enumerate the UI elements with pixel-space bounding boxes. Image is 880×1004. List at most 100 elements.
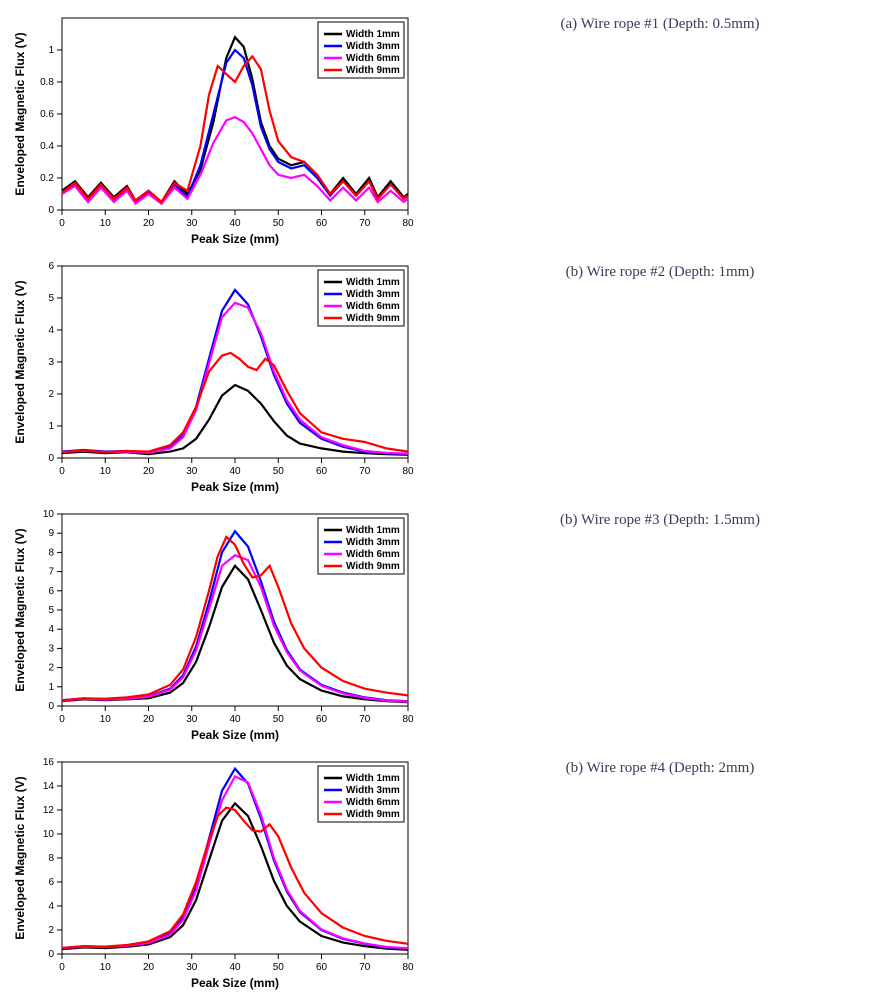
legend-item-3: Width 9mm bbox=[346, 561, 400, 572]
svg-text:4: 4 bbox=[48, 901, 54, 912]
legend-item-2: Width 6mm bbox=[346, 53, 400, 64]
x-axis-label: Peak Size (mm) bbox=[191, 728, 279, 742]
legend-item-0: Width 1mm bbox=[346, 525, 400, 536]
svg-text:10: 10 bbox=[100, 466, 112, 477]
svg-text:40: 40 bbox=[229, 466, 241, 477]
legend-item-0: Width 1mm bbox=[346, 29, 400, 40]
svg-text:2: 2 bbox=[48, 663, 54, 674]
svg-text:10: 10 bbox=[100, 714, 112, 725]
svg-text:0: 0 bbox=[59, 466, 65, 477]
legend-item-0: Width 1mm bbox=[346, 277, 400, 288]
svg-text:8: 8 bbox=[48, 853, 54, 864]
svg-text:16: 16 bbox=[43, 757, 55, 768]
svg-text:8: 8 bbox=[48, 547, 54, 558]
svg-text:30: 30 bbox=[186, 714, 198, 725]
svg-text:5: 5 bbox=[48, 605, 54, 616]
legend-item-3: Width 9mm bbox=[346, 313, 400, 324]
svg-text:20: 20 bbox=[143, 466, 155, 477]
svg-text:30: 30 bbox=[186, 466, 198, 477]
chart-cell-d: 010203040506070800246810121416Peak Size … bbox=[10, 754, 430, 994]
legend: Width 1mmWidth 3mmWidth 6mmWidth 9mm bbox=[318, 518, 404, 574]
svg-text:0: 0 bbox=[59, 714, 65, 725]
svg-text:60: 60 bbox=[316, 714, 328, 725]
svg-text:4: 4 bbox=[48, 624, 54, 635]
x-axis-label: Peak Size (mm) bbox=[191, 232, 279, 246]
svg-text:4: 4 bbox=[48, 325, 54, 336]
svg-text:70: 70 bbox=[359, 962, 371, 973]
legend-item-0: Width 1mm bbox=[346, 773, 400, 784]
svg-text:40: 40 bbox=[229, 962, 241, 973]
caption-c: (b) Wire rope #3 (Depth: 1.5mm) bbox=[450, 506, 870, 746]
svg-text:10: 10 bbox=[43, 509, 55, 520]
svg-text:60: 60 bbox=[316, 962, 328, 973]
svg-text:70: 70 bbox=[359, 218, 371, 229]
x-axis-label: Peak Size (mm) bbox=[191, 976, 279, 990]
legend-item-2: Width 6mm bbox=[346, 301, 400, 312]
svg-text:10: 10 bbox=[100, 962, 112, 973]
svg-text:5: 5 bbox=[48, 293, 54, 304]
svg-text:50: 50 bbox=[273, 714, 285, 725]
svg-text:0.4: 0.4 bbox=[40, 141, 54, 152]
legend-item-3: Width 9mm bbox=[346, 809, 400, 820]
svg-text:0: 0 bbox=[48, 949, 54, 960]
svg-text:0: 0 bbox=[48, 205, 54, 216]
svg-text:40: 40 bbox=[229, 714, 241, 725]
svg-text:0: 0 bbox=[48, 453, 54, 464]
chart-a: 0 10 20 30 40 50 60 70 80 0 0.2 0.4 0.6 0.8 1 Peak Size… bbox=[10, 10, 420, 250]
svg-text:1: 1 bbox=[48, 45, 54, 56]
svg-text:10: 10 bbox=[100, 218, 112, 229]
svg-text:40: 40 bbox=[229, 218, 241, 229]
svg-text:20: 20 bbox=[143, 218, 155, 229]
svg-text:80: 80 bbox=[402, 466, 414, 477]
legend-item-2: Width 6mm bbox=[346, 549, 400, 560]
svg-text:0: 0 bbox=[48, 701, 54, 712]
svg-text:14: 14 bbox=[43, 781, 55, 792]
svg-text:80: 80 bbox=[402, 962, 414, 973]
svg-text:0: 0 bbox=[59, 218, 65, 229]
svg-text:70: 70 bbox=[359, 466, 371, 477]
svg-text:70: 70 bbox=[359, 714, 371, 725]
svg-text:20: 20 bbox=[143, 714, 155, 725]
svg-text:30: 30 bbox=[186, 218, 198, 229]
svg-text:80: 80 bbox=[402, 218, 414, 229]
svg-text:50: 50 bbox=[273, 466, 285, 477]
svg-text:50: 50 bbox=[273, 218, 285, 229]
legend-item-1: Width 3mm bbox=[346, 41, 400, 52]
svg-text:60: 60 bbox=[316, 218, 328, 229]
svg-text:0.6: 0.6 bbox=[40, 109, 54, 120]
legend-item-3: Width 9mm bbox=[346, 65, 400, 76]
svg-text:6: 6 bbox=[48, 261, 54, 272]
chart-d: 010203040506070800246810121416Peak Size … bbox=[10, 754, 420, 994]
y-axis-label: Enveloped Magnetic Flux (V) bbox=[13, 280, 27, 443]
chart-b: 010203040506070800123456Peak Size (mm)En… bbox=[10, 258, 420, 498]
svg-text:9: 9 bbox=[48, 528, 54, 539]
legend-item-1: Width 3mm bbox=[346, 785, 400, 796]
legend: Width 1mmWidth 3mmWidth 6mmWidth 9mm bbox=[318, 270, 404, 326]
legend-item-1: Width 3mm bbox=[346, 537, 400, 548]
svg-text:50: 50 bbox=[273, 962, 285, 973]
legend: Width 1mmWidth 3mmWidth 6mmWidth 9mm bbox=[318, 22, 404, 78]
caption-b: (b) Wire rope #2 (Depth: 1mm) bbox=[450, 258, 870, 498]
svg-text:6: 6 bbox=[48, 586, 54, 597]
y-axis-label: Enveloped Magnetic Flux (V) bbox=[13, 528, 27, 691]
legend: Width 1mmWidth 3mmWidth 6mmWidth 9mm bbox=[318, 766, 404, 822]
legend-item-1: Width 3mm bbox=[346, 289, 400, 300]
svg-text:30: 30 bbox=[186, 962, 198, 973]
chart-cell-a: 0 10 20 30 40 50 60 70 80 0 0.2 0.4 0.6 0.8 1 Peak Size… bbox=[10, 10, 430, 250]
svg-text:1: 1 bbox=[48, 682, 54, 693]
caption-d: (b) Wire rope #4 (Depth: 2mm) bbox=[450, 754, 870, 994]
svg-text:1: 1 bbox=[48, 421, 54, 432]
svg-text:10: 10 bbox=[43, 829, 55, 840]
chart-c: 01020304050607080012345678910Peak Size (… bbox=[10, 506, 420, 746]
chart-cell-b: 010203040506070800123456Peak Size (mm)En… bbox=[10, 258, 430, 498]
svg-text:2: 2 bbox=[48, 389, 54, 400]
x-axis-label: Peak Size (mm) bbox=[191, 480, 279, 494]
svg-text:60: 60 bbox=[316, 466, 328, 477]
chart-cell-c: 01020304050607080012345678910Peak Size (… bbox=[10, 506, 430, 746]
svg-text:0.2: 0.2 bbox=[40, 173, 54, 184]
svg-text:0: 0 bbox=[59, 962, 65, 973]
legend-item-2: Width 6mm bbox=[346, 797, 400, 808]
svg-text:20: 20 bbox=[143, 962, 155, 973]
svg-text:6: 6 bbox=[48, 877, 54, 888]
svg-text:0.8: 0.8 bbox=[40, 77, 54, 88]
